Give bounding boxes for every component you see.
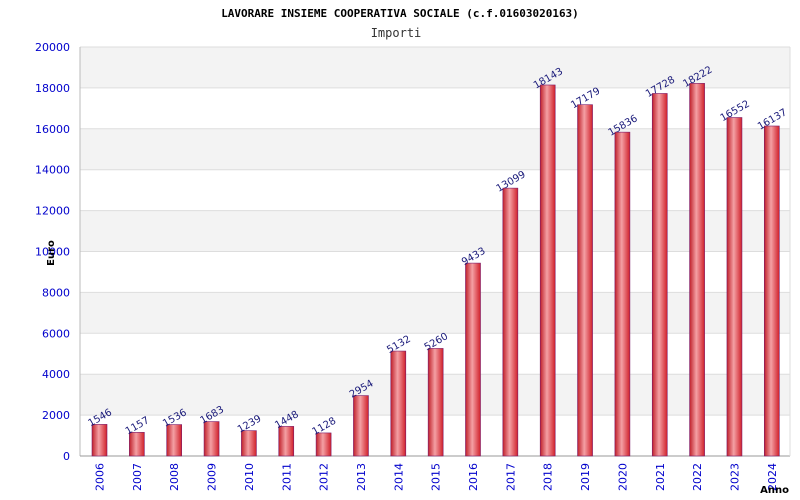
bar-2009 [203,421,220,457]
y-tick-label: 2000 [42,409,70,422]
y-tick-label: 0 [63,450,70,463]
y-tick-label: 20000 [35,41,70,54]
x-axis-label: Anno [760,485,789,496]
bar-2017 [502,187,519,457]
x-tick-label-2015: 2015 [430,463,443,491]
x-tick-label-2021: 2021 [654,463,667,491]
x-tick-label-2011: 2011 [280,463,293,491]
x-tick-label-2019: 2019 [579,463,592,491]
bar-2014 [390,350,407,457]
bar-2008 [166,424,182,457]
y-tick-label: 10000 [35,246,70,259]
x-tick-label-2006: 2006 [94,463,107,491]
x-tick-label-2018: 2018 [542,463,555,491]
y-tick-label: 4000 [42,368,70,381]
x-tick-label-2007: 2007 [131,463,144,491]
bar-2023 [726,117,743,457]
y-tick-label: 12000 [35,205,70,218]
y-tick-label: 6000 [42,327,70,340]
grid-band [80,128,790,170]
x-tick-label-2013: 2013 [355,463,368,491]
bar-2021 [651,93,668,457]
y-tick-label: 16000 [35,123,70,136]
bar-2015 [427,348,444,457]
x-tick-label-2023: 2023 [728,463,741,491]
x-tick-label-2017: 2017 [504,463,517,491]
bar-2018 [539,84,556,457]
bar-2016 [465,262,481,457]
bar-2013 [353,395,369,457]
x-tick-label-2008: 2008 [168,463,181,491]
bar-2007 [129,432,145,457]
grid-band [80,292,790,334]
x-tick-label-2022: 2022 [691,463,704,491]
grid-band [80,169,790,211]
bar-2010 [241,430,257,457]
bar-2020 [614,131,631,457]
bar-2019 [577,104,593,457]
x-tick-label-2010: 2010 [243,463,256,491]
chart-subtitle: Importi [371,26,422,40]
bar-2011 [278,426,295,457]
grid-band [80,47,790,88]
grid-band [80,87,790,129]
x-tick-label-2009: 2009 [206,463,219,491]
x-tick-label-2014: 2014 [392,463,405,491]
y-axis-label: Euro [46,240,57,266]
grid-band [80,251,790,293]
x-tick-label-2016: 2016 [467,463,480,491]
x-tick-label-2020: 2020 [616,463,629,491]
y-tick-label: 8000 [42,286,70,299]
grid-band [80,210,790,252]
bar-2006 [91,424,108,457]
x-tick-label-2012: 2012 [318,463,331,491]
x-tick-label-2024: 2024 [766,463,779,491]
y-tick-label: 14000 [35,164,70,177]
plot-area: 0 2000 4000 6000 8000 10000 12000 14000 16000 180… [35,41,791,491]
chart-title: LAVORARE INSIEME COOPERATIVA SOCIALE (c.… [221,7,579,20]
bar-2022 [689,83,705,457]
y-tick-label: 18000 [35,82,70,95]
bar-2012 [315,432,332,457]
bar-2024 [763,125,780,457]
